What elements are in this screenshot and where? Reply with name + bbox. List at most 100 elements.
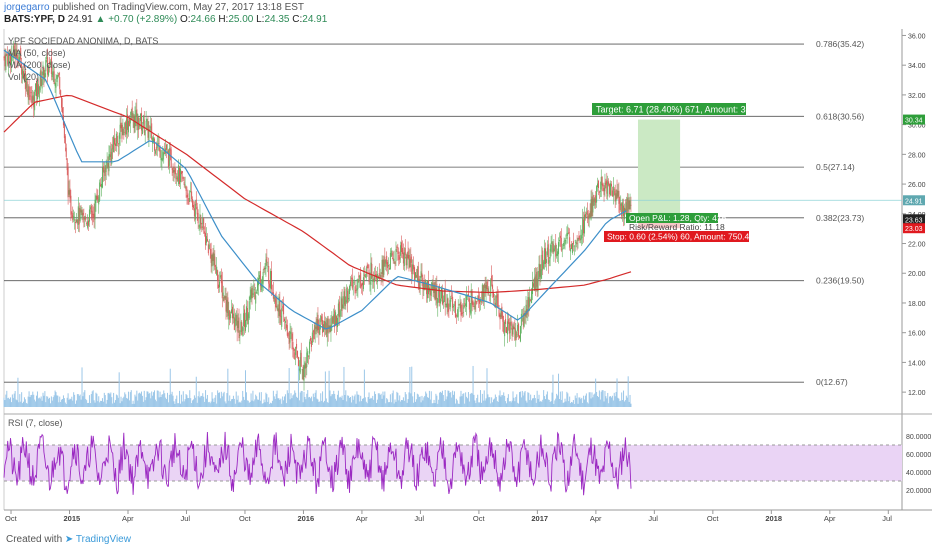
candle-body [620,202,622,206]
volume-bar [461,396,463,407]
volume-bar [336,394,338,407]
candle-body [497,293,499,308]
candle-body [136,109,138,126]
candle-body [6,53,8,56]
candle-body [597,180,599,188]
volume-bar [64,402,66,407]
candle-body [560,237,562,251]
volume-bar [386,398,388,407]
legend-rsi: RSI (7, close) [8,418,63,428]
target-label: Target: 6.71 (28.40%) 671, Amount: 3791.… [596,105,773,115]
volume-bar [348,395,350,407]
candle-body [367,264,369,269]
volume-bar [315,390,317,407]
candle-body [129,117,131,124]
volume-bar [439,392,441,407]
last-price: 24.91 [67,14,93,25]
y-tick-label: 32.00 [908,93,926,100]
volume-bar [532,398,534,407]
volume-bar [509,401,511,407]
candle-body [351,277,353,289]
candle-body [256,291,258,294]
candle-body [73,216,75,219]
volume-bar [65,403,67,407]
volume-bar [140,393,142,407]
candle-body [124,123,126,129]
candle-body [525,304,527,318]
candle-body [49,61,51,65]
volume-bar [615,391,617,407]
candle-body [382,259,384,278]
volume-bar [232,395,234,407]
volume-bar [627,376,629,407]
candle-body [310,340,312,347]
volume-bar [12,397,14,407]
volume-bar [409,367,411,407]
candle-body [354,286,356,294]
publish-text: published on TradingView.com, May 27, 20… [52,2,305,13]
candle-body [489,295,491,296]
volume-bar [79,394,81,407]
candle-body [520,313,522,326]
volume-bar [329,390,331,407]
volume-bar [404,392,406,407]
volume-bar [164,393,166,407]
author-name[interactable]: jorgegarro [4,2,50,13]
volume-bar [418,396,420,407]
volume-bar [152,395,154,407]
candle-body [91,210,93,218]
volume-bar [619,401,621,407]
tradingview-link[interactable]: TradingView [75,534,131,545]
candle-body [54,83,56,86]
candle-body [118,135,120,145]
volume-bar [527,392,529,407]
volume-bar [553,403,555,407]
candle-body [275,298,277,308]
candle-body [465,303,467,307]
candle-body [613,188,615,190]
candle-body [220,274,222,284]
volume-bar [224,401,226,407]
volume-bar [464,403,466,407]
volume-bar [362,398,364,407]
candle-body [468,298,470,310]
volume-bar [86,400,88,407]
volume-bar [411,366,413,407]
volume-bar [401,400,403,407]
volume-bar [423,397,425,407]
candle-body [448,309,450,311]
target-zone [637,119,681,220]
candle-body [397,251,399,254]
volume-bar [600,391,602,407]
candle-body [498,309,500,317]
candle-body [577,238,579,242]
candle-body [191,191,193,200]
candle-body [259,271,261,287]
volume-bar [382,391,384,407]
volume-bar [437,403,439,407]
volume-bar [57,395,59,407]
volume-bar [468,401,470,407]
candle-body [75,222,77,224]
candle-body [77,206,79,225]
candle-body [394,261,396,265]
volume-bar [617,397,619,407]
volume-bar [576,393,578,407]
volume-bar [545,394,547,407]
volume-bar [111,397,113,407]
candle-body [87,221,89,228]
volume-bar [53,395,55,407]
volume-bar [393,403,395,407]
candle-body [217,270,219,281]
volume-bar [326,402,328,407]
volume-bar [487,394,489,407]
candle-body [215,267,217,274]
candle-body [506,321,508,335]
volume-bar [251,400,253,407]
volume-bar [213,401,215,407]
volume-bar [262,403,264,407]
volume-bar [316,398,318,407]
volume-bar [485,398,487,407]
candle-body [243,313,245,327]
